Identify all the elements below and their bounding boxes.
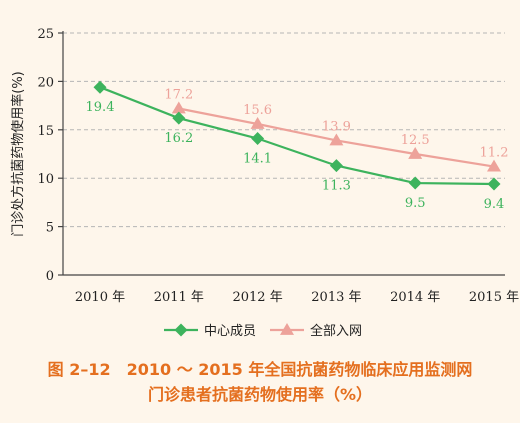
data-point xyxy=(329,159,343,173)
data-point xyxy=(172,111,186,125)
data-point xyxy=(251,132,265,146)
figure-caption-line2: 门诊患者抗菌药物使用率（%） xyxy=(147,385,373,404)
y-tick-label: 5 xyxy=(46,221,54,236)
data-point xyxy=(408,147,423,159)
legend: 中心成员 全部入网 xyxy=(164,323,362,339)
y-tick-label: 20 xyxy=(37,75,54,90)
legend-label: 中心成员 xyxy=(204,324,256,339)
figure-caption-line1: 图 2–12 2010 ～ 2015 年全国抗菌药物临床应用监测网 xyxy=(47,360,473,379)
y-tick-labels: 0 5 10 15 20 25 xyxy=(37,27,63,284)
data-label: 13.9 xyxy=(322,119,351,134)
series: 17.2 15.6 13.9 12.5 11.2 19.4 16.2 14.1 11.3 9.5 9… xyxy=(86,80,508,212)
data-point xyxy=(93,80,107,94)
axes xyxy=(62,31,505,276)
x-tick-label: 2012 年 xyxy=(232,290,282,305)
data-label: 16.2 xyxy=(164,131,193,146)
y-tick-label: 0 xyxy=(46,269,54,284)
x-tick-labels: 2010 年 2011 年 2012 年 2013 年 2014 年 2015 年 xyxy=(75,290,519,305)
data-label: 9.5 xyxy=(405,196,426,211)
series-center-members: 19.4 16.2 14.1 11.3 9.5 9.4 xyxy=(86,80,505,212)
x-tick-label: 2011 年 xyxy=(154,290,204,305)
y-tick-label: 10 xyxy=(37,172,54,187)
data-point xyxy=(329,133,344,146)
line-chart: 0 5 10 15 20 25 2010 年 2011 年 2012 年 2013 年 2014 … xyxy=(10,27,519,339)
x-tick-label: 2010 年 xyxy=(75,290,125,305)
legend-marker xyxy=(280,323,294,335)
x-tick-label: 2013 年 xyxy=(311,290,361,305)
data-label: 19.4 xyxy=(86,100,115,115)
y-axis-title: 门诊处方抗菌药物使用率(%) xyxy=(10,71,26,237)
series-all-network: 17.2 15.6 13.9 12.5 11.2 xyxy=(164,88,508,172)
data-point xyxy=(487,159,501,172)
data-label: 12.5 xyxy=(401,133,430,148)
data-point xyxy=(408,176,422,190)
legend-marker xyxy=(174,323,188,337)
y-tick-label: 15 xyxy=(37,124,54,139)
legend-item-all-network: 全部入网 xyxy=(270,323,362,339)
legend-item-center-members: 中心成员 xyxy=(164,323,256,339)
data-point xyxy=(250,116,265,129)
data-label: 9.4 xyxy=(484,197,505,212)
data-label: 14.1 xyxy=(243,152,272,167)
data-label: 17.2 xyxy=(164,88,193,103)
y-tick-label: 25 xyxy=(37,27,54,42)
data-label: 11.3 xyxy=(322,179,351,194)
x-tick-label: 2015 年 xyxy=(469,290,519,305)
data-label: 15.6 xyxy=(243,103,272,118)
legend-label: 全部入网 xyxy=(310,323,362,339)
series-line xyxy=(99,86,495,186)
data-point xyxy=(487,177,501,191)
data-label: 11.2 xyxy=(480,146,509,161)
data-point xyxy=(171,101,186,114)
x-tick-label: 2014 年 xyxy=(390,290,440,305)
